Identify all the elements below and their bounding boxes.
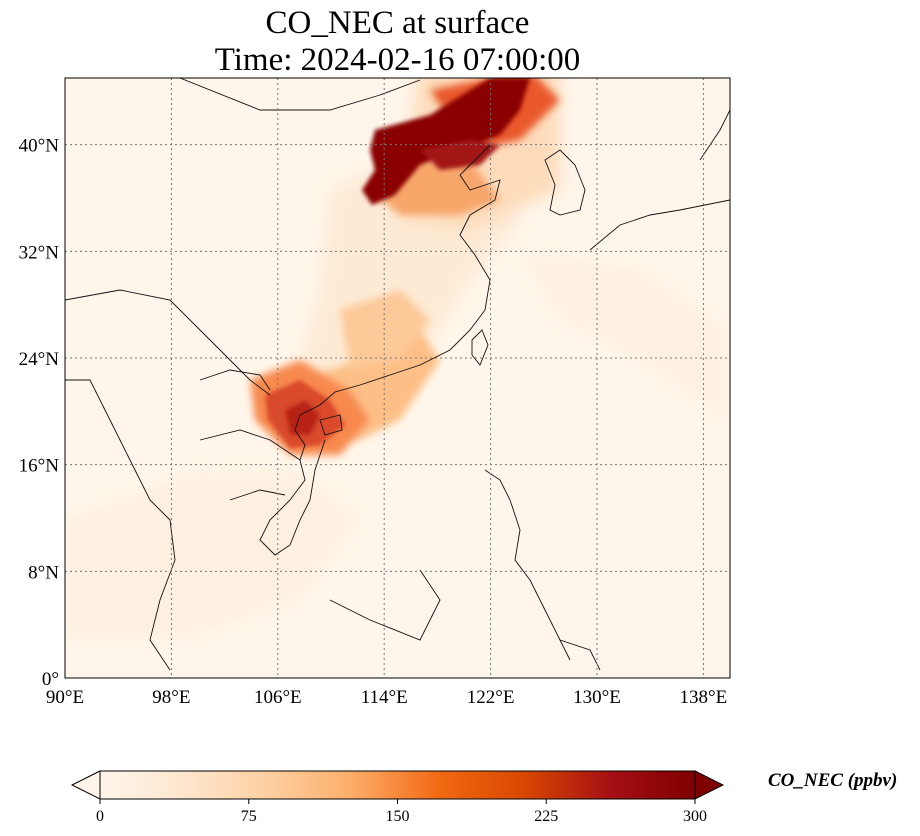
colorbar-tick-label: 300 <box>683 808 707 825</box>
colorbar-extend-max <box>694 770 725 800</box>
colorbar-label: CO_NEC (ppbv) <box>768 770 898 791</box>
lat-tick-label: 16°N <box>19 456 60 477</box>
lat-tick-label: 32°N <box>19 242 60 263</box>
colorbar: 0 75 150 225 300 <box>70 770 725 825</box>
lat-tick-label: 24°N <box>19 349 60 370</box>
map-title: CO_NEC at surface <box>265 5 530 41</box>
map-gridlines <box>65 78 730 678</box>
lat-tick-label: 0° <box>42 669 59 690</box>
colorbar-tick-label: 0 <box>96 808 104 825</box>
lon-tick-label: 98°E <box>152 687 190 708</box>
axis-tick-labels: 90°E 98°E 106°E 114°E 122°E 130°E 138°E 0° 8°N 16… <box>19 136 728 708</box>
lat-tick-label: 8°N <box>28 562 59 583</box>
colorbar-tick-label: 150 <box>386 808 410 825</box>
map-frame <box>64 77 731 679</box>
lat-tick-label: 40°N <box>19 136 60 157</box>
colorbar-gradient <box>100 771 695 799</box>
hainan-outline <box>319 414 343 436</box>
concentration-field <box>65 78 730 640</box>
lon-tick-label: 130°E <box>573 687 621 708</box>
lon-tick-label: 90°E <box>46 687 84 708</box>
lon-tick-label: 106°E <box>254 687 302 708</box>
taiwan-outline <box>471 329 489 366</box>
map-subtitle-time: Time: 2024-02-16 07:00:00 <box>214 42 581 78</box>
colorbar-tick-label: 75 <box>241 808 257 825</box>
lon-tick-label: 138°E <box>680 687 728 708</box>
colorbar-tick-label: 225 <box>534 808 558 825</box>
lon-tick-label: 122°E <box>467 687 515 708</box>
lon-tick-label: 114°E <box>361 687 408 708</box>
coastlines <box>65 78 730 671</box>
colorbar-extend-min <box>70 770 101 800</box>
